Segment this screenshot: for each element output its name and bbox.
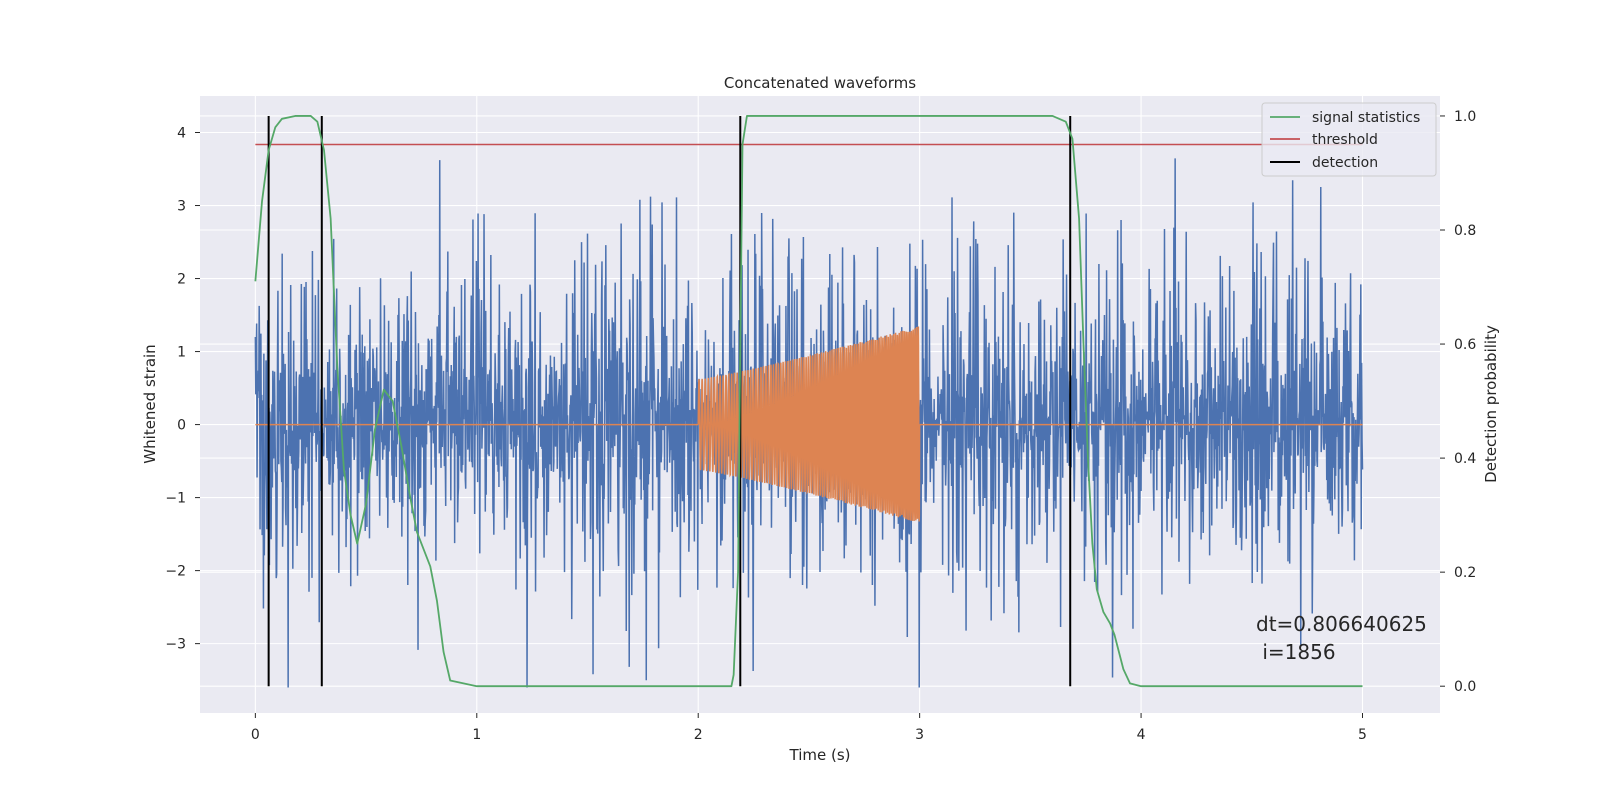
- y2-tick-label: 1.0: [1454, 109, 1476, 125]
- legend-label-threshold: threshold: [1312, 132, 1378, 148]
- y-tick-label: 0: [177, 418, 186, 434]
- legend: signal statistics threshold detection: [1261, 102, 1437, 177]
- y2-tick-label: 0.2: [1454, 565, 1476, 581]
- axes-layer: 0 1 2 3 4 5 −3 −2 −1 0 1 2 3 4 0.0 0.2 0.4 0.6 0.8 1.0: [165, 109, 1476, 743]
- series-waveform-line: [255, 326, 1363, 522]
- legend-label-signal-statistics: signal statistics: [1312, 110, 1420, 126]
- y-tick-label: 3: [177, 199, 186, 215]
- y2-axis-title: Detection probability: [1482, 325, 1500, 483]
- x-tick-label: 3: [915, 727, 924, 743]
- x-tick-label: 0: [251, 727, 260, 743]
- series-layer: [254, 115, 1364, 688]
- y-tick-label: −1: [165, 491, 186, 507]
- y-tick-label: −3: [165, 637, 186, 653]
- y2-tick-label: 0.6: [1454, 337, 1476, 353]
- annotation-dt: dt=0.806640625: [1256, 612, 1427, 636]
- annotation-i: i=1856: [1256, 640, 1336, 664]
- y2-tick-label: 0.4: [1454, 451, 1476, 467]
- y-axis-title: Whitened strain: [141, 344, 159, 463]
- legend-box: [1261, 102, 1437, 177]
- x-tick-label: 5: [1358, 727, 1367, 743]
- series-signal-statistics-line: [254, 115, 1363, 688]
- x-tick-label: 2: [694, 727, 703, 743]
- chart-title: Concatenated waveforms: [724, 74, 916, 92]
- x-tick-label: 1: [472, 727, 481, 743]
- y2-tick-label: 0.8: [1454, 223, 1476, 239]
- y-tick-label: −2: [165, 564, 186, 580]
- x-axis-title: Time (s): [789, 746, 851, 764]
- y-tick-label: 2: [177, 272, 186, 288]
- y-tick-label: 4: [177, 126, 186, 142]
- legend-label-detection: detection: [1312, 155, 1378, 171]
- x-tick-label: 4: [1137, 727, 1146, 743]
- y-tick-label: 1: [177, 345, 186, 361]
- y2-tick-label: 0.0: [1454, 679, 1476, 695]
